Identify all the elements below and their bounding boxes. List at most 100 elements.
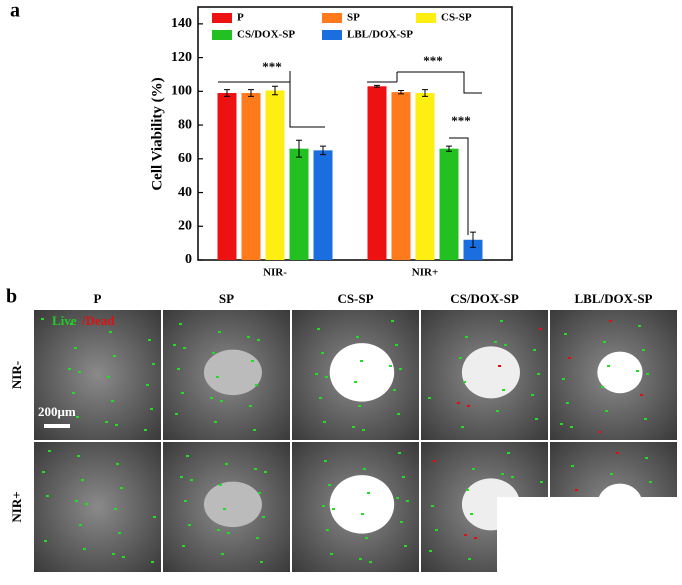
column-label: CS/DOX-SP xyxy=(450,291,519,306)
stain xyxy=(571,465,574,467)
stain xyxy=(111,400,114,402)
stain xyxy=(188,524,191,526)
stain xyxy=(575,489,578,491)
stain xyxy=(219,484,222,486)
stain xyxy=(150,408,153,410)
stain xyxy=(501,473,504,475)
legend-swatch xyxy=(212,13,232,23)
stain xyxy=(463,381,466,383)
legend-swatch xyxy=(322,30,342,40)
legend-label: SP xyxy=(347,12,360,24)
stain xyxy=(113,355,116,357)
error-bar xyxy=(422,89,428,97)
stain xyxy=(42,471,45,473)
legend-label: CS-SP xyxy=(441,12,472,24)
bar xyxy=(265,90,285,261)
stain xyxy=(107,376,110,378)
stain xyxy=(636,370,639,372)
stain xyxy=(332,508,335,510)
error-bar xyxy=(470,231,476,248)
stain xyxy=(253,429,256,431)
error-bar xyxy=(398,89,404,95)
legend-label: CS/DOX-SP xyxy=(237,29,295,41)
stain xyxy=(398,452,401,454)
stain xyxy=(153,516,156,518)
stain xyxy=(356,336,359,338)
stain xyxy=(601,386,604,388)
stain xyxy=(221,553,224,555)
stain xyxy=(498,365,501,367)
bracket xyxy=(449,137,469,235)
stain xyxy=(464,534,467,536)
micrograph xyxy=(34,310,161,440)
stain xyxy=(77,455,80,457)
stain xyxy=(533,349,536,351)
stain xyxy=(173,344,176,346)
panel-label: a xyxy=(10,0,20,22)
scaffold xyxy=(203,349,262,396)
column-label: LBL/DOX-SP xyxy=(574,291,652,306)
stain xyxy=(638,325,641,327)
stain xyxy=(146,384,149,386)
stain xyxy=(535,418,538,420)
stain xyxy=(461,426,464,428)
stain xyxy=(81,479,84,481)
stain xyxy=(319,397,322,399)
stain xyxy=(396,497,399,499)
stain xyxy=(148,339,151,341)
stain xyxy=(256,537,259,539)
x-tick-label: NIR- xyxy=(263,267,287,279)
significance: *** xyxy=(262,59,282,74)
bar xyxy=(367,86,387,260)
stain xyxy=(433,460,436,462)
stain xyxy=(402,476,405,478)
stain xyxy=(144,429,147,431)
error-bar xyxy=(224,89,230,97)
stain xyxy=(616,452,619,454)
stain xyxy=(609,320,612,322)
scaffold xyxy=(203,481,262,528)
stain-live: Live xyxy=(52,313,77,328)
legend-swatch xyxy=(212,30,232,40)
error-bar xyxy=(374,84,380,88)
stain xyxy=(540,481,543,483)
stain xyxy=(324,460,327,462)
y-tick-label: 20 xyxy=(178,218,192,233)
scale-bar-label: 200μm xyxy=(38,404,76,419)
stain xyxy=(367,492,370,494)
stain xyxy=(326,529,329,531)
scaffold xyxy=(597,351,643,394)
stain xyxy=(83,548,86,550)
stain xyxy=(184,500,187,502)
stain xyxy=(74,347,77,349)
significance: *** xyxy=(423,53,443,68)
stain-dead: /Dead xyxy=(81,313,115,328)
plot-frame xyxy=(197,6,513,261)
stain xyxy=(223,508,226,510)
stain xyxy=(210,397,213,399)
significance: *** xyxy=(451,113,471,128)
stain xyxy=(646,373,649,375)
stain xyxy=(251,360,254,362)
stain xyxy=(46,495,49,497)
stain xyxy=(642,349,645,351)
bracket xyxy=(367,71,482,94)
stain xyxy=(428,397,431,399)
bar xyxy=(439,148,459,260)
stain xyxy=(369,561,372,563)
stain xyxy=(177,368,180,370)
stain xyxy=(360,360,363,362)
stain xyxy=(116,463,119,465)
stain xyxy=(217,529,220,531)
stain xyxy=(539,328,542,330)
stain xyxy=(474,537,477,539)
stain xyxy=(180,476,183,478)
stain xyxy=(389,365,392,367)
stain xyxy=(254,468,257,470)
panel-label: b xyxy=(6,286,17,308)
stain xyxy=(361,513,364,515)
stain xyxy=(186,455,189,457)
stain xyxy=(562,378,565,380)
stain xyxy=(496,410,499,412)
stain xyxy=(118,532,121,534)
